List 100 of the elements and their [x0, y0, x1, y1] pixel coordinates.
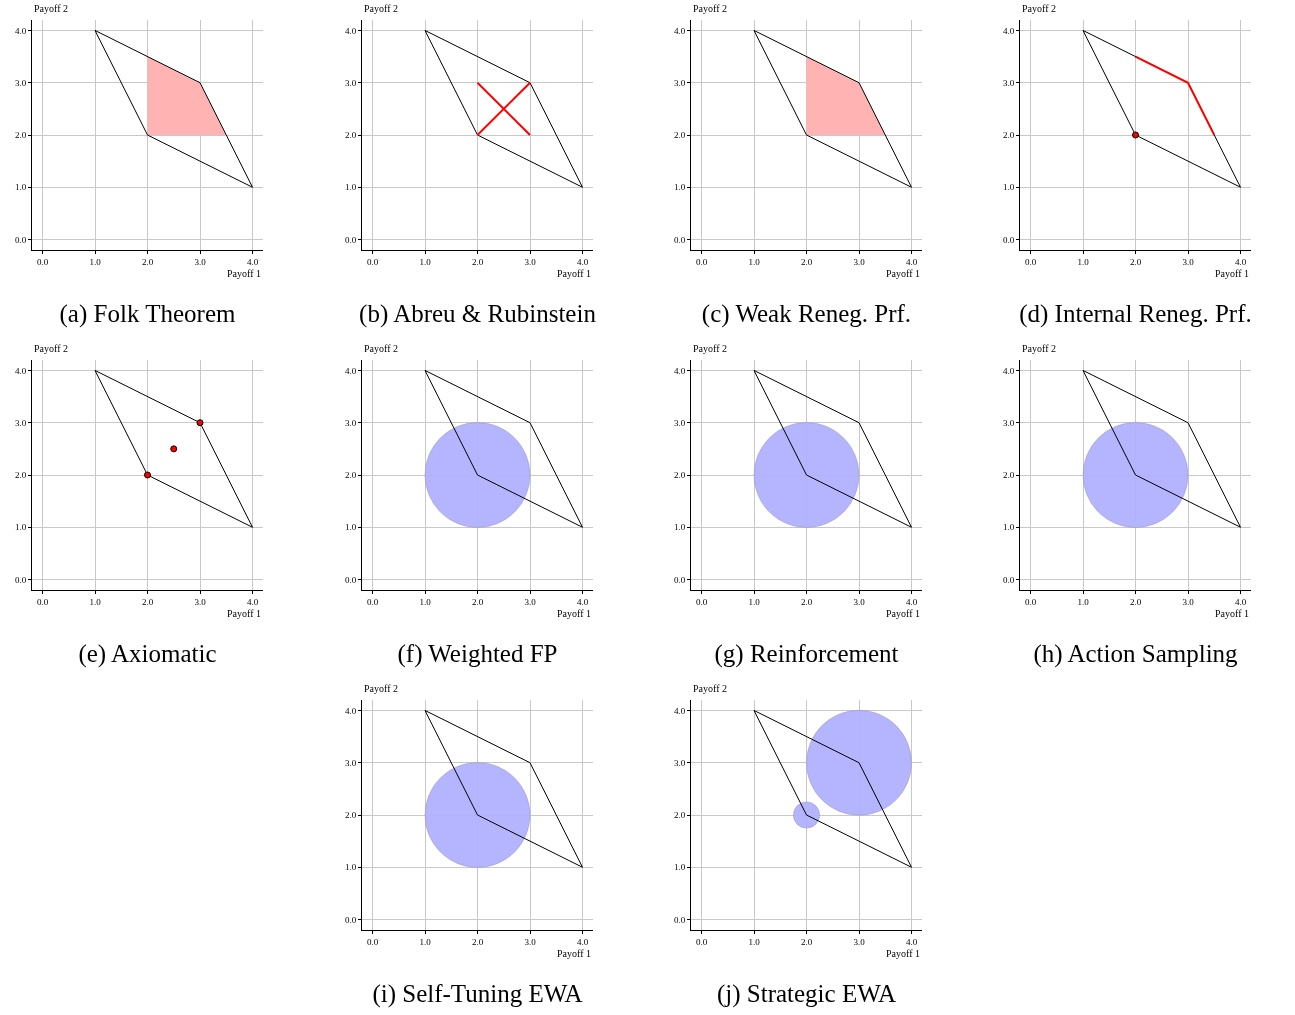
x-tick-label: 0.0 [695, 936, 708, 947]
y-tick-label: 1.0 [344, 522, 357, 533]
y-tick-label: 3.0 [673, 77, 686, 88]
x-axis-title: Payoff 1 [886, 268, 920, 279]
x-axis-title: Payoff 1 [227, 608, 261, 619]
x-tick-label: 2.0 [471, 936, 484, 947]
x-tick-label: 1.0 [748, 256, 761, 267]
y-tick-label: 2.0 [344, 470, 357, 481]
y-axis-title: Payoff 2 [1022, 3, 1056, 14]
x-tick-label: 2.0 [800, 256, 813, 267]
y-tick-label: 4.0 [673, 705, 686, 716]
x-tick-label: 4.0 [1234, 256, 1247, 267]
y-tick-label: 3.0 [344, 417, 357, 428]
x-tick-label: 3.0 [524, 256, 537, 267]
x-tick-label: 0.0 [695, 256, 708, 267]
y-tick-label: 4.0 [344, 705, 357, 716]
x-tick-label: 2.0 [141, 256, 154, 267]
y-tick-label: 3.0 [14, 77, 27, 88]
x-tick-label: 2.0 [141, 596, 154, 607]
y-tick-label: 0.0 [673, 234, 686, 245]
x-tick-label: 1.0 [419, 256, 432, 267]
text: (d) Internal Reneg. Prf. [1019, 299, 1252, 328]
y-tick-label: 1.0 [673, 522, 686, 533]
y-tick-label: 2.0 [673, 470, 686, 481]
y-tick-label: 4.0 [344, 25, 357, 36]
x-tick-label: 0.0 [366, 596, 379, 607]
x-axis-title: Payoff 1 [1215, 608, 1249, 619]
y-tick-label: 3.0 [1002, 77, 1015, 88]
y-tick-label: 0.0 [14, 234, 27, 245]
x-tick-label: 1.0 [419, 596, 432, 607]
x-tick-label: 4.0 [905, 936, 918, 947]
x-tick-label: 3.0 [853, 256, 866, 267]
y-axis-title: Payoff 2 [364, 343, 398, 354]
y-axis-title: Payoff 2 [34, 3, 68, 14]
y-tick-label: 3.0 [344, 757, 357, 768]
x-tick-label: 4.0 [576, 256, 589, 267]
y-tick-label: 2.0 [14, 470, 27, 481]
x-tick-label: 0.0 [695, 596, 708, 607]
x-tick-label: 2.0 [800, 596, 813, 607]
text: (j) Strategic EWA [716, 979, 897, 1008]
x-tick-label: 4.0 [576, 936, 589, 947]
x-tick-label: 3.0 [1182, 596, 1195, 607]
x-tick-label: 2.0 [471, 256, 484, 267]
y-tick-label: 4.0 [1002, 365, 1015, 376]
x-tick-label: 2.0 [471, 596, 484, 607]
y-tick-label: 0.0 [344, 914, 357, 925]
x-tick-label: 2.0 [800, 936, 813, 947]
x-tick-label: 3.0 [194, 596, 207, 607]
x-tick-label: 0.0 [36, 256, 49, 267]
y-tick-label: 3.0 [673, 417, 686, 428]
y-tick-label: 3.0 [1002, 417, 1015, 428]
y-tick-label: 1.0 [673, 182, 686, 193]
y-tick-label: 0.0 [673, 914, 686, 925]
x-tick-label: 1.0 [419, 936, 432, 947]
x-tick-label: 3.0 [194, 256, 207, 267]
y-tick-label: 4.0 [1002, 25, 1015, 36]
y-tick-label: 4.0 [673, 25, 686, 36]
y-tick-label: 1.0 [14, 182, 27, 193]
x-tick-label: 3.0 [853, 936, 866, 947]
x-tick-label: 3.0 [1182, 256, 1195, 267]
x-tick-label: 4.0 [576, 596, 589, 607]
y-axis-title: Payoff 2 [693, 683, 727, 694]
y-tick-label: 1.0 [14, 522, 27, 533]
y-tick-label: 1.0 [1002, 522, 1015, 533]
y-tick-label: 1.0 [344, 862, 357, 873]
x-tick-label: 4.0 [905, 256, 918, 267]
y-tick-label: 4.0 [344, 365, 357, 376]
x-tick-label: 4.0 [246, 256, 259, 267]
y-tick-label: 0.0 [14, 574, 27, 585]
y-tick-label: 2.0 [344, 130, 357, 141]
text: (f) Weighted FP [397, 639, 558, 668]
text: (b) Abreu & Rubinstein [359, 299, 597, 328]
y-axis-title: Payoff 2 [693, 3, 727, 14]
y-tick-label: 0.0 [344, 234, 357, 245]
x-axis-title: Payoff 1 [227, 268, 261, 279]
x-tick-label: 4.0 [905, 596, 918, 607]
x-tick-label: 3.0 [524, 936, 537, 947]
y-axis-title: Payoff 2 [364, 3, 398, 14]
y-tick-label: 0.0 [673, 574, 686, 585]
x-tick-label: 1.0 [1077, 256, 1090, 267]
x-axis-title: Payoff 1 [557, 608, 591, 619]
x-tick-label: 1.0 [748, 596, 761, 607]
y-tick-label: 3.0 [344, 77, 357, 88]
y-tick-label: 4.0 [14, 25, 27, 36]
x-axis-title: Payoff 1 [557, 268, 591, 279]
y-tick-label: 1.0 [344, 182, 357, 193]
y-tick-label: 0.0 [1002, 574, 1015, 585]
x-tick-label: 0.0 [1024, 256, 1037, 267]
y-tick-label: 2.0 [344, 810, 357, 821]
x-axis-title: Payoff 1 [886, 948, 920, 959]
x-tick-label: 0.0 [366, 936, 379, 947]
y-tick-label: 3.0 [14, 417, 27, 428]
x-tick-label: 4.0 [246, 596, 259, 607]
text: (c) Weak Reneg. Prf. [701, 299, 912, 328]
y-tick-label: 2.0 [14, 130, 27, 141]
text: (a) Folk Theorem [59, 299, 236, 328]
x-tick-label: 1.0 [89, 596, 102, 607]
x-tick-label: 2.0 [1129, 596, 1142, 607]
x-axis-title: Payoff 1 [886, 608, 920, 619]
y-tick-label: 4.0 [14, 365, 27, 376]
